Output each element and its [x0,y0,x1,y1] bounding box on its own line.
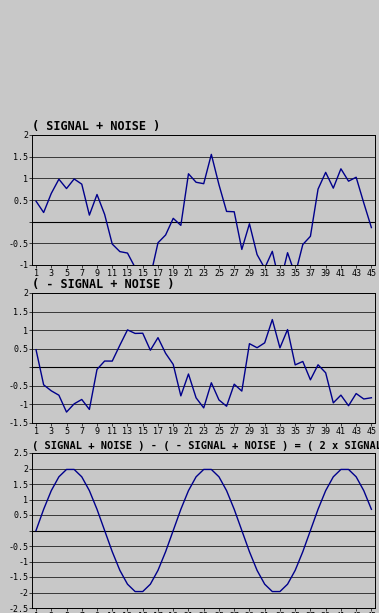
Text: ( - SIGNAL + NOISE ): ( - SIGNAL + NOISE ) [32,278,175,291]
Text: ( SIGNAL + NOISE ): ( SIGNAL + NOISE ) [32,120,160,133]
Text: ( SIGNAL + NOISE ) - ( - SIGNAL + NOISE ) = ( 2 x SIGNAL ): ( SIGNAL + NOISE ) - ( - SIGNAL + NOISE … [32,441,379,451]
